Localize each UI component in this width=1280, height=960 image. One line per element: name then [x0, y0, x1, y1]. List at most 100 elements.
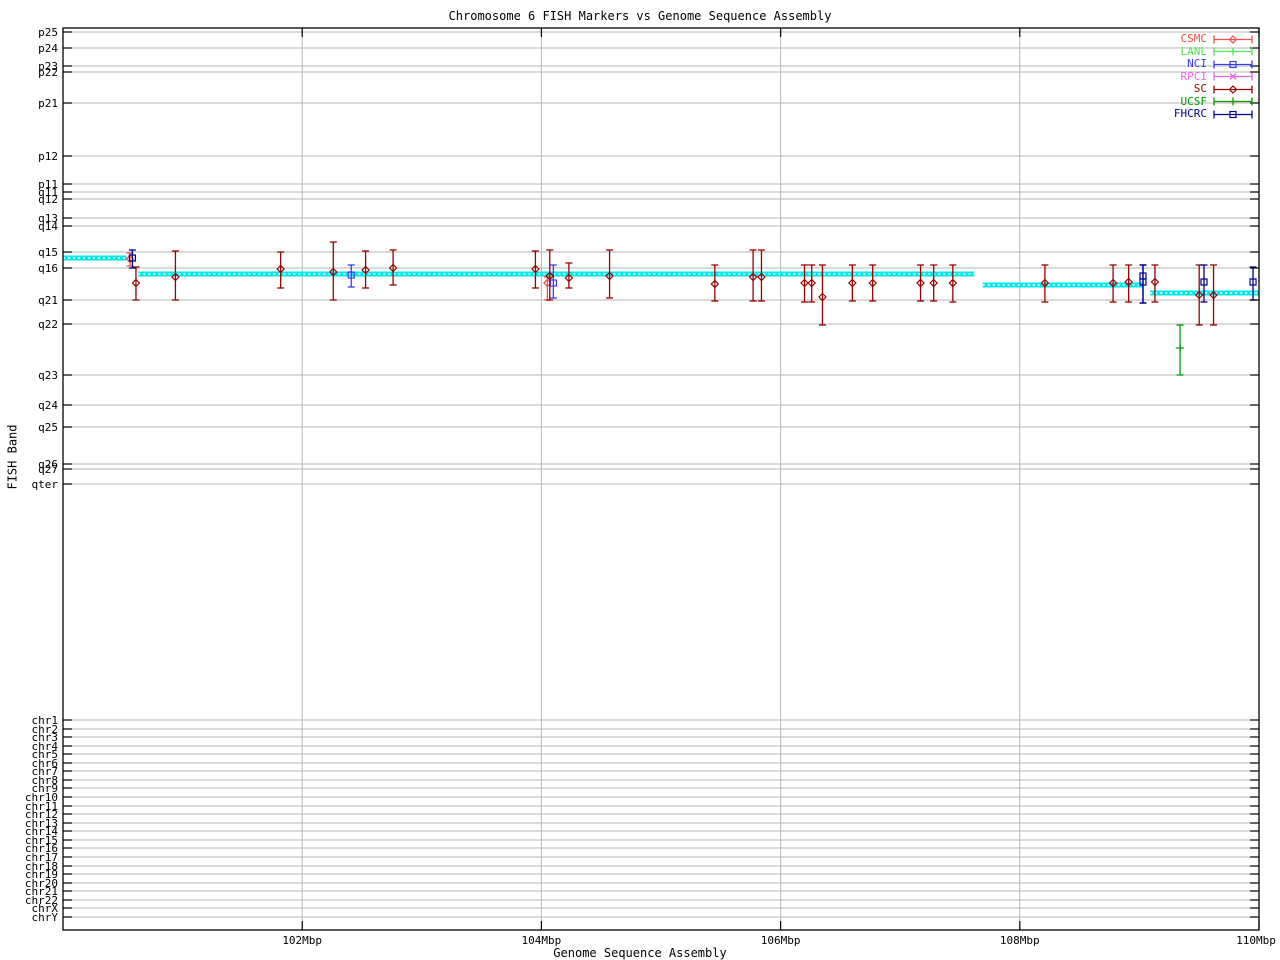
y-tick-label-chr20: chr20 [25, 877, 58, 890]
legend-entry-CSMC: CSMC [1174, 33, 1254, 46]
y-tick-label-chr21: chr21 [25, 885, 58, 898]
y-tick-label-q12: q12 [38, 193, 58, 206]
y-tick-label-q25: q25 [38, 421, 58, 434]
legend-label-NCI: NCI [1187, 57, 1207, 71]
x-tick-label-108: 108Mbp [1000, 934, 1040, 947]
data-point-SC-diamond-marker [1209, 290, 1218, 300]
y-tick-label-p11: p11 [38, 178, 58, 191]
data-point-SC-diamond-marker [948, 278, 958, 288]
legend-label-SC: SC [1193, 82, 1207, 96]
chart-title: Chromosome 6 FISH Markers vs Genome Sequ… [448, 9, 832, 23]
y-tick-label-chr15: chr15 [25, 834, 58, 847]
data-point-SC-diamond-marker [757, 272, 766, 282]
y-tick-label-chr10: chr10 [25, 791, 58, 804]
legend-sample-FHCRC [1213, 110, 1253, 119]
data-point-SC-diamond-marker [1194, 290, 1204, 300]
y-tick-label-chr11: chr11 [25, 800, 58, 813]
data-point-SC-diamond-marker [929, 278, 939, 288]
y-tick-label-q26: q26 [38, 458, 58, 471]
y-tick-label-chr6: chr6 [32, 757, 59, 770]
y-tick-label-chrX: chrX [32, 902, 59, 915]
data-point-SC-diamond-marker [388, 263, 398, 273]
legend-label-FHCRC: FHCRC [1173, 107, 1207, 121]
data-point-SC-diamond-marker [710, 279, 720, 289]
data-point-SC-diamond-marker [1150, 277, 1160, 287]
legend-entry-FHCRC: FHCRC [1174, 108, 1254, 121]
y-tick-label-q13: q13 [38, 212, 58, 225]
data-point-SC-diamond-marker [868, 278, 878, 288]
data-point-SC-diamond-marker [1108, 278, 1118, 288]
y-tick-label-chr8: chr8 [32, 774, 59, 787]
legend: CSMC LANL NCI RPCI SC UCSF FHCRC [1174, 33, 1254, 121]
data-point-SC-diamond-marker [605, 271, 614, 281]
legend-entry-UCSF: UCSF [1174, 94, 1254, 109]
legend-entry-NCI: NCI [1174, 58, 1254, 71]
data-point-SC-diamond-marker [1040, 278, 1050, 288]
y-tick-label-q11: q11 [38, 186, 58, 199]
y-tick-label-q24: q24 [38, 399, 58, 412]
x-axis-title: Genome Sequence Assembly [553, 946, 727, 960]
y-tick-label-chr12: chr12 [25, 808, 58, 821]
legend-sample-SC [1213, 84, 1253, 94]
y-tick-label-chr14: chr14 [25, 825, 58, 838]
y-tick-label-q23: q23 [38, 369, 58, 382]
y-tick-label-chr2: chr2 [32, 723, 59, 736]
data-point-SC-diamond-marker [800, 278, 809, 288]
legend-label-RPCI: RPCI [1180, 69, 1208, 83]
data-point-SC-diamond-marker [564, 273, 574, 283]
y-tick-label-chr22: chr22 [25, 894, 58, 907]
data-point-SC-diamond-marker [361, 265, 370, 275]
y-tick-label-chr13: chr13 [25, 817, 58, 830]
y-tick-label-chr1: chr1 [32, 714, 59, 727]
y-tick-label-chr4: chr4 [32, 740, 59, 753]
data-point-SC-diamond-marker [748, 272, 758, 282]
x-tick-label-104: 104Mbp [522, 934, 562, 947]
y-tick-label-p23: p23 [38, 60, 58, 73]
legend-label-UCSF: UCSF [1180, 94, 1208, 108]
y-tick-label-qter: qter [32, 478, 59, 491]
data-point-SC-diamond-marker [328, 267, 338, 277]
y-tick-label-p24: p24 [38, 42, 58, 55]
data-point-SC-diamond-marker [276, 264, 286, 274]
data-point-SC-diamond-marker [916, 278, 925, 288]
y-tick-label-q27: q27 [38, 463, 58, 476]
legend-entry-SC: SC [1174, 83, 1254, 96]
data-point-SC-diamond-marker [1124, 277, 1133, 287]
data-point-SC-diamond-marker [818, 292, 827, 302]
y-tick-label-chr17: chr17 [25, 851, 58, 864]
data-point-FHCRC-square-marker [1249, 278, 1257, 286]
y-tick-label-q16: q16 [38, 262, 58, 275]
legend-sample-NCI [1213, 60, 1253, 69]
y-tick-label-chr16: chr16 [25, 842, 58, 855]
y-tick-label-p21: p21 [38, 97, 58, 110]
data-point-SC-diamond-marker [545, 271, 555, 281]
data-point-NCI-square-marker [347, 271, 355, 279]
data-point-SC-diamond-marker [848, 278, 857, 288]
data-point-SC-diamond-marker [531, 264, 540, 274]
y-tick-label-p25: p25 [38, 26, 58, 39]
y-tick-label-q14: q14 [38, 220, 58, 233]
y-tick-label-q15: q15 [38, 246, 58, 259]
legend-label-LANL: LANL [1180, 44, 1208, 58]
data-point-SC-diamond-marker [131, 278, 141, 288]
y-tick-label-p12: p12 [38, 150, 58, 163]
data-point-SC-diamond-marker [807, 278, 817, 288]
data-point-FHCRC-square-marker [1139, 278, 1147, 286]
x-tick-label-110: 110Mbp [1236, 934, 1276, 947]
y-tick-label-chr5: chr5 [32, 748, 59, 761]
x-tick-label-102: 102Mbp [282, 934, 322, 947]
plot-border [62, 27, 1260, 931]
y-tick-label-p22: p22 [38, 66, 58, 79]
y-tick-label-chr9: chr9 [32, 782, 59, 795]
y-tick-label-chr19: chr19 [25, 868, 58, 881]
x-tick-label-106: 106Mbp [761, 934, 801, 947]
legend-sample-LANL [1213, 47, 1253, 56]
legend-sample-RPCI [1213, 72, 1253, 81]
data-point-FHCRC-square-marker [1200, 278, 1208, 286]
data-point-SC-diamond-marker [171, 272, 180, 282]
y-tick-label-chr7: chr7 [32, 765, 59, 778]
data-point-FHCRC-square-marker [128, 254, 136, 262]
y-tick-label-q21: q21 [38, 294, 58, 307]
